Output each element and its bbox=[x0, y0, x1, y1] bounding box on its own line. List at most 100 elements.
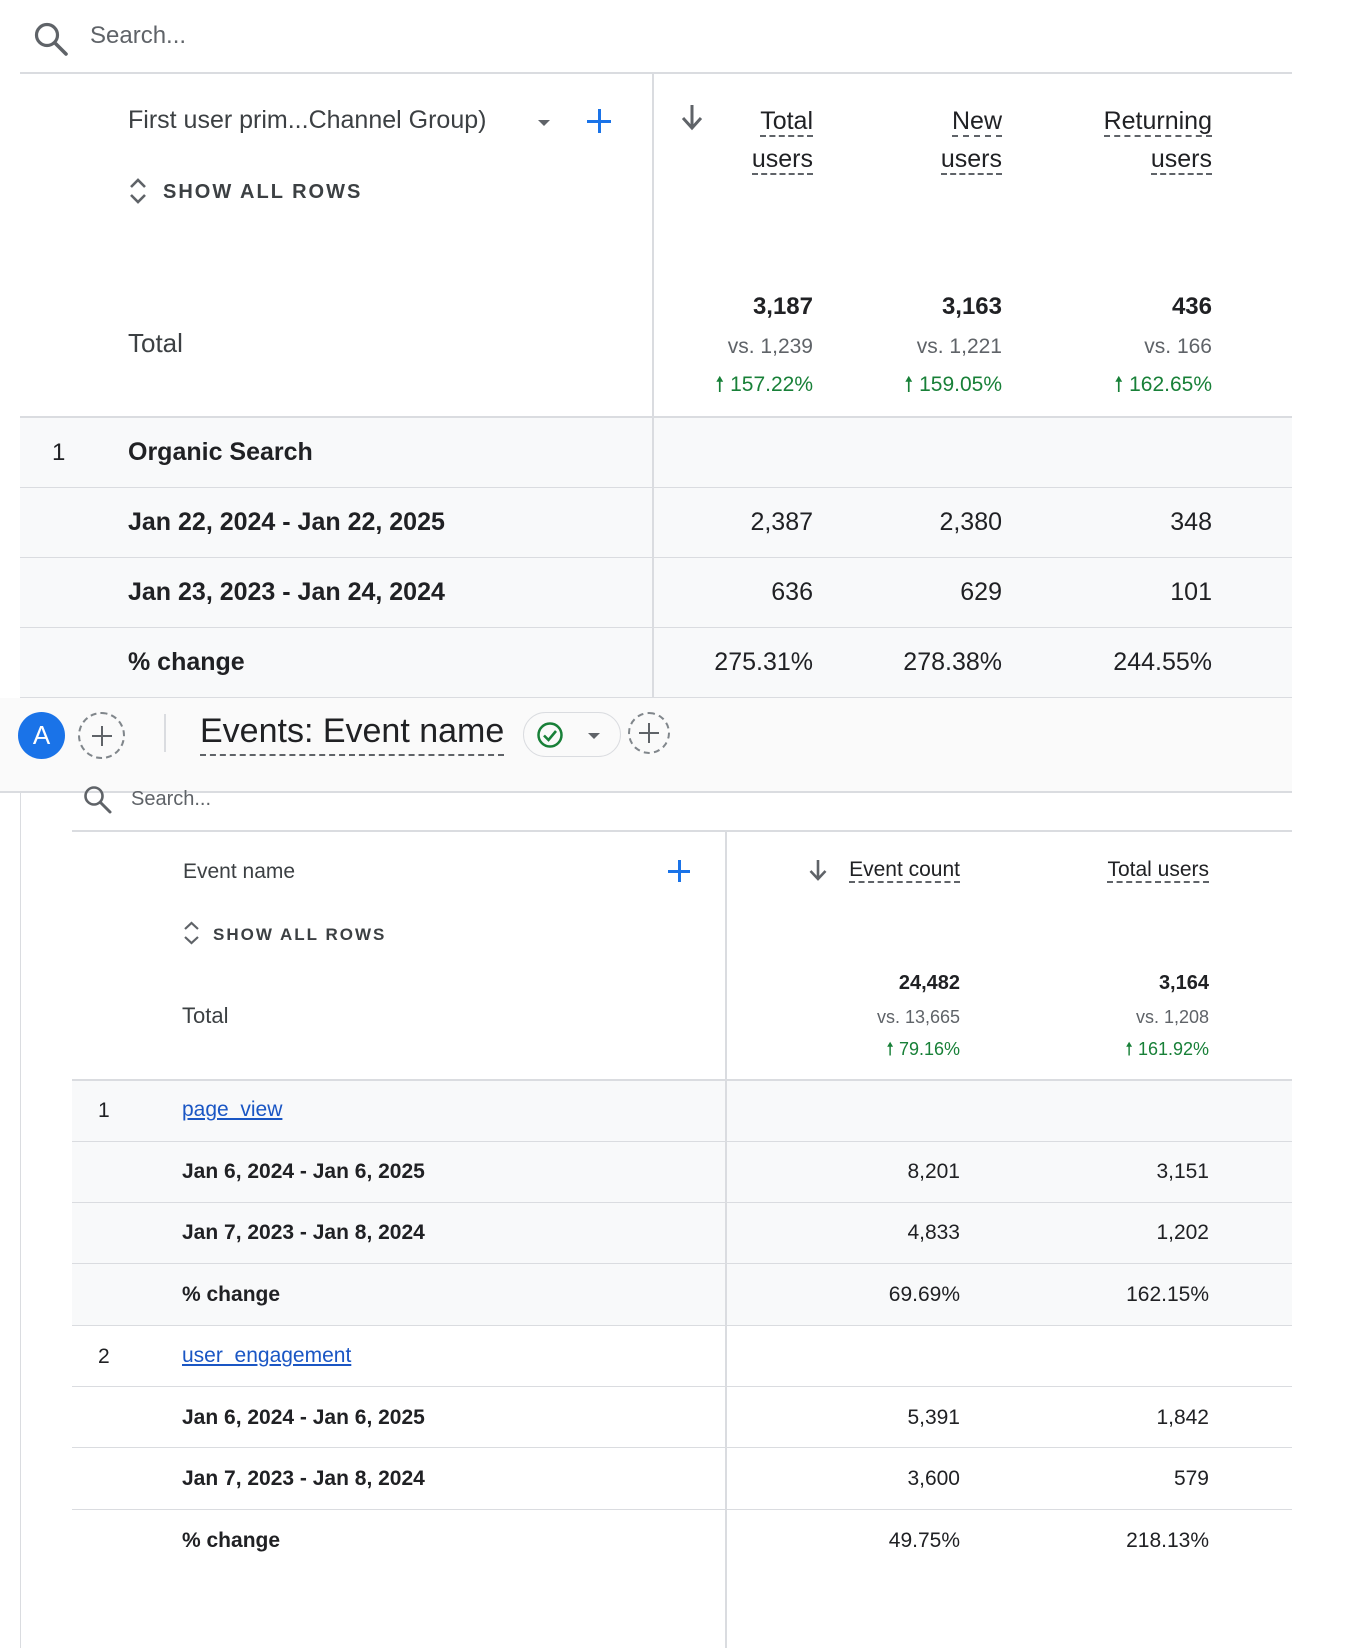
dimension-selector[interactable]: Event name bbox=[183, 860, 296, 883]
search-icon[interactable] bbox=[82, 784, 114, 816]
cell-value: 244.55% bbox=[1113, 648, 1212, 676]
dimension-selector[interactable]: First user prim...Channel Group) bbox=[128, 106, 487, 134]
chevron-down-icon bbox=[588, 733, 600, 739]
total-value: 436 bbox=[1171, 293, 1212, 320]
cell-value: 3,151 bbox=[1156, 1160, 1209, 1183]
table-row[interactable] bbox=[72, 1081, 1292, 1142]
table-row[interactable] bbox=[72, 1326, 1292, 1387]
percent-change-label: % change bbox=[128, 648, 245, 676]
cell-value: 1,842 bbox=[1156, 1406, 1209, 1429]
event-link-page-view[interactable]: page_view bbox=[182, 1098, 283, 1121]
avatar[interactable]: A bbox=[18, 712, 65, 759]
table-row[interactable] bbox=[20, 488, 1292, 558]
add-card-icon[interactable] bbox=[628, 712, 670, 754]
sort-descending-icon[interactable] bbox=[678, 102, 706, 132]
column-header-line: Event count bbox=[849, 858, 960, 883]
date-range-previous: Jan 23, 2023 - Jan 24, 2024 bbox=[128, 578, 445, 606]
cell-value: 636 bbox=[771, 578, 813, 606]
column-header-total-users[interactable]: Total users bbox=[700, 102, 813, 178]
table-row[interactable] bbox=[72, 1203, 1292, 1264]
add-comparison-icon[interactable] bbox=[78, 712, 125, 759]
sort-descending-icon[interactable] bbox=[806, 858, 830, 882]
total-vs: vs. 13,665 bbox=[876, 1007, 960, 1027]
total-change: 🠕 161.92% bbox=[1040, 1036, 1209, 1062]
column-header-event-count[interactable]: Event count bbox=[830, 856, 960, 884]
cell-value: 3,600 bbox=[907, 1467, 960, 1490]
column-header-line: Returning bbox=[1103, 107, 1212, 137]
total-value: 3,187 bbox=[752, 293, 813, 320]
search-divider bbox=[20, 72, 1292, 74]
total-change-value: 162.65% bbox=[1129, 373, 1212, 396]
column-header-line: Total users bbox=[1107, 858, 1209, 883]
cell-value: 2,380 bbox=[939, 508, 1002, 536]
column-header-returning-users[interactable]: Returning users bbox=[1060, 102, 1212, 178]
column-header-line: Total bbox=[760, 107, 813, 137]
search-input[interactable]: Search... bbox=[90, 22, 187, 49]
total-value: 3,163 bbox=[941, 293, 1002, 320]
add-dimension-icon[interactable] bbox=[666, 858, 692, 884]
arrow-up-icon: 🠕 bbox=[715, 373, 725, 396]
total-cell: 3,163 vs. 1,221 🠕 159.05% bbox=[840, 292, 1002, 400]
total-change: 🠕 162.65% bbox=[1040, 370, 1212, 400]
arrow-up-icon: 🠕 bbox=[904, 373, 914, 396]
column-divider bbox=[725, 1081, 727, 1648]
percent-change-label: % change bbox=[182, 1283, 281, 1306]
table-row[interactable] bbox=[72, 1387, 1292, 1448]
row-dimension-value[interactable]: Organic Search bbox=[128, 438, 313, 466]
card-title[interactable]: Events: Event name bbox=[200, 710, 505, 756]
cell-value: 579 bbox=[1173, 1467, 1209, 1490]
show-all-rows-button[interactable]: SHOW ALL ROWS bbox=[163, 181, 363, 203]
check-circle-icon bbox=[537, 722, 563, 748]
total-label: Total bbox=[128, 328, 183, 358]
cell-value: 278.38% bbox=[903, 648, 1002, 676]
cell-value: 629 bbox=[960, 578, 1002, 606]
show-all-rows-button[interactable]: SHOW ALL ROWS bbox=[213, 925, 387, 944]
cell-value: 69.69% bbox=[888, 1283, 960, 1306]
column-header-line: users bbox=[940, 145, 1002, 175]
table-row[interactable] bbox=[72, 1142, 1292, 1203]
unfold-icon[interactable] bbox=[183, 920, 200, 946]
search-divider bbox=[72, 830, 1292, 832]
table-row[interactable] bbox=[20, 418, 1292, 488]
unfold-icon[interactable] bbox=[128, 176, 148, 206]
table-row[interactable] bbox=[20, 628, 1292, 698]
row-divider bbox=[20, 416, 1292, 418]
column-header-line: users bbox=[751, 145, 813, 175]
table-row[interactable] bbox=[20, 558, 1292, 628]
column-header-total-users[interactable]: Total users bbox=[1060, 856, 1209, 884]
compatibility-dropdown[interactable] bbox=[523, 712, 621, 757]
total-label: Total bbox=[182, 1003, 229, 1028]
date-range-current: Jan 6, 2024 - Jan 6, 2025 bbox=[182, 1406, 425, 1429]
total-change: 🠕 79.16% bbox=[800, 1036, 960, 1062]
row-index: 1 bbox=[98, 1099, 110, 1122]
total-cell: 3,164 vs. 1,208 🠕 161.92% bbox=[1040, 970, 1209, 1062]
table-row[interactable] bbox=[72, 1264, 1292, 1326]
search-input[interactable]: Search... bbox=[131, 788, 212, 810]
column-header-line: New bbox=[951, 107, 1002, 137]
total-vs: vs. 1,239 bbox=[727, 335, 813, 358]
table-row[interactable] bbox=[72, 1448, 1292, 1510]
cell-value: 2,387 bbox=[750, 508, 813, 536]
total-change-value: 161.92% bbox=[1137, 1039, 1209, 1059]
toolbar-divider bbox=[164, 714, 166, 752]
column-divider bbox=[652, 74, 654, 698]
date-range-previous: Jan 7, 2023 - Jan 8, 2024 bbox=[182, 1467, 425, 1490]
cell-value: 5,391 bbox=[907, 1406, 960, 1429]
search-icon[interactable] bbox=[32, 20, 70, 58]
total-value: 24,482 bbox=[898, 972, 960, 994]
arrow-up-icon: 🠕 bbox=[886, 1039, 894, 1059]
table-row[interactable] bbox=[72, 1510, 1292, 1572]
add-dimension-icon[interactable] bbox=[584, 106, 614, 136]
total-change-value: 79.16% bbox=[898, 1039, 960, 1059]
event-link-user-engagement[interactable]: user_engagement bbox=[182, 1344, 352, 1367]
total-vs: vs. 1,208 bbox=[1135, 1007, 1209, 1027]
chevron-down-icon[interactable] bbox=[538, 120, 550, 126]
row-index: 2 bbox=[98, 1345, 110, 1368]
total-cell: 436 vs. 166 🠕 162.65% bbox=[1040, 292, 1212, 400]
cell-value: 348 bbox=[1170, 508, 1212, 536]
cell-value: 162.15% bbox=[1126, 1283, 1209, 1306]
cell-value: 101 bbox=[1170, 578, 1212, 606]
column-header-new-users[interactable]: New users bbox=[880, 102, 1002, 178]
total-cell: 24,482 vs. 13,665 🠕 79.16% bbox=[800, 970, 960, 1062]
cell-value: 275.31% bbox=[714, 648, 813, 676]
